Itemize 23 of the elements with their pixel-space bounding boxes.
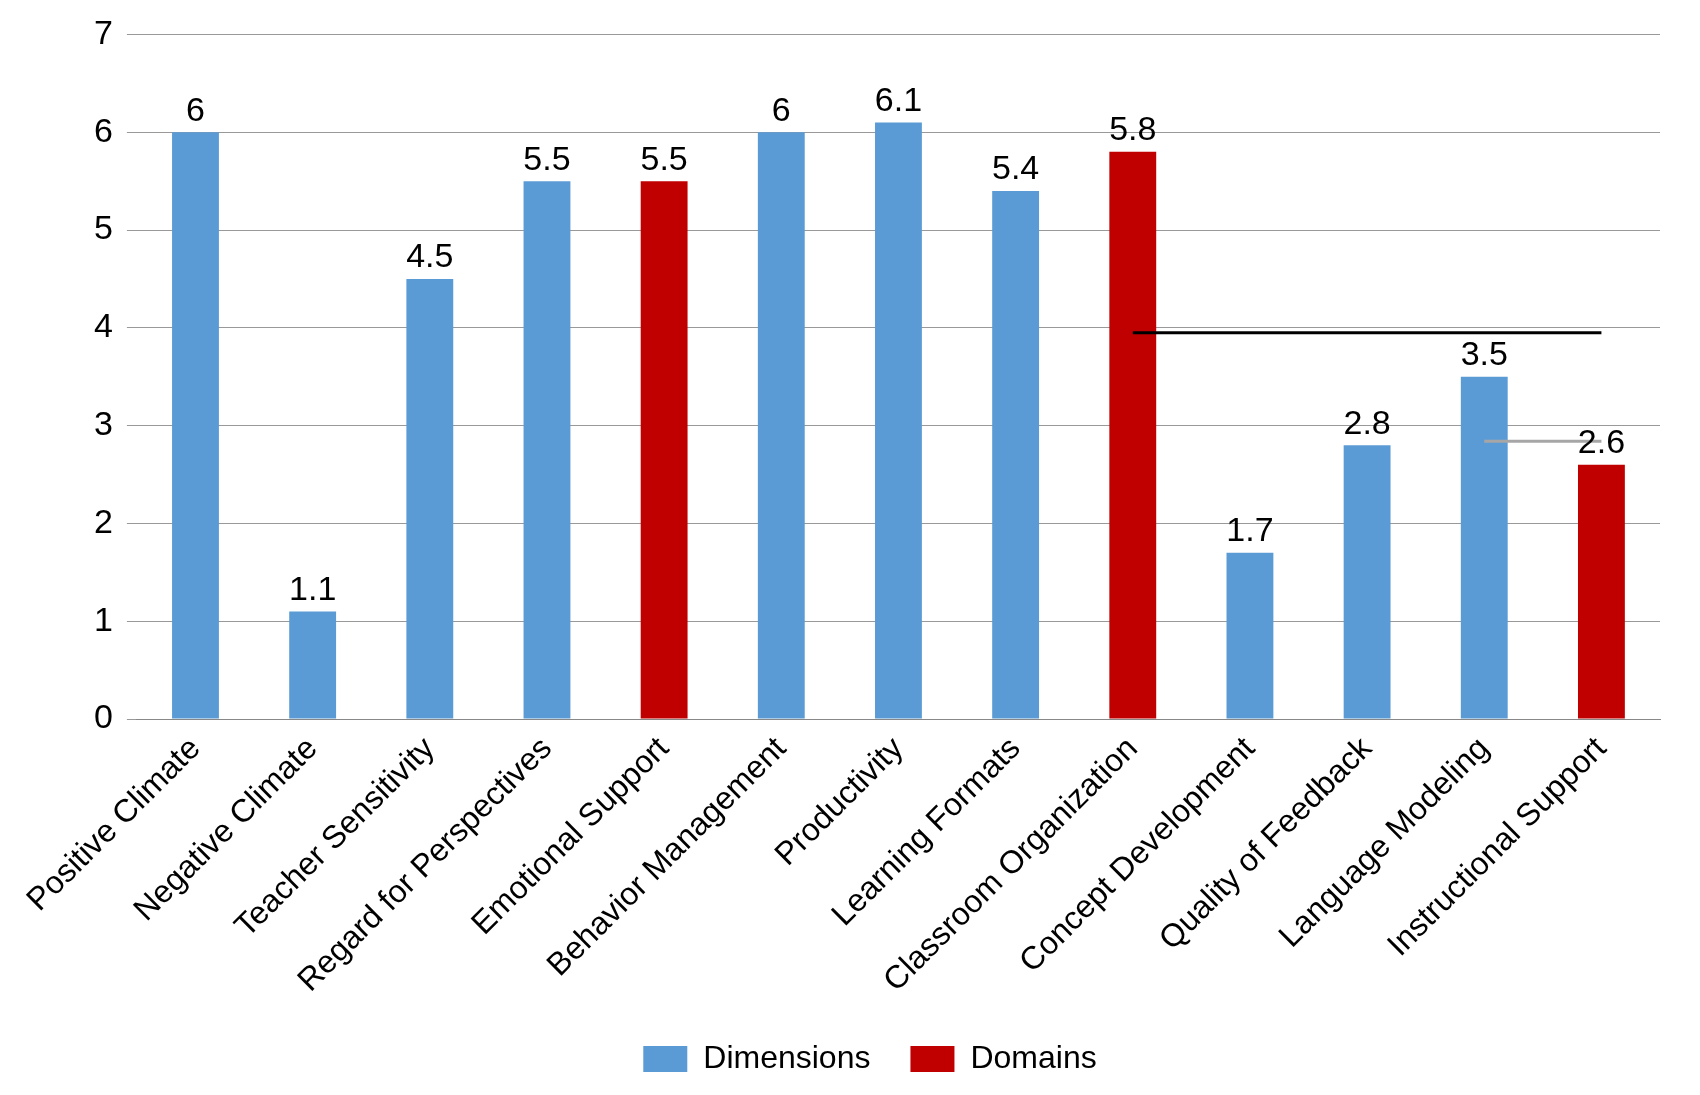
data-label: 2.6 bbox=[1577, 422, 1626, 461]
y-tick-label: 4 bbox=[93, 306, 113, 345]
data-label: 6 bbox=[186, 89, 205, 128]
data-label: 2.8 bbox=[1343, 402, 1391, 441]
data-label: 5.5 bbox=[640, 138, 688, 177]
legend-label: Dimensions bbox=[703, 1038, 871, 1075]
y-tick-label: 3 bbox=[93, 404, 113, 443]
data-label: 6.1 bbox=[874, 79, 923, 118]
y-tick-label: 6 bbox=[93, 110, 113, 149]
data-label: 4.5 bbox=[406, 236, 454, 275]
y-tick-label: 5 bbox=[93, 208, 113, 247]
data-label: 3.5 bbox=[1460, 334, 1508, 373]
data-label: 5.5 bbox=[523, 138, 571, 177]
data-label: 1.7 bbox=[1226, 510, 1274, 549]
y-tick-label: 2 bbox=[93, 501, 113, 540]
y-tick-label: 0 bbox=[93, 697, 113, 736]
data-label: 5.4 bbox=[991, 148, 1040, 187]
data-label: 6 bbox=[771, 89, 791, 128]
data-label: 1.1 bbox=[289, 568, 337, 607]
y-tick-label: 7 bbox=[93, 12, 113, 51]
legend-label: Domains bbox=[970, 1038, 1097, 1075]
y-tick-label: 1 bbox=[93, 599, 113, 638]
data-label: 5.8 bbox=[1109, 109, 1157, 148]
